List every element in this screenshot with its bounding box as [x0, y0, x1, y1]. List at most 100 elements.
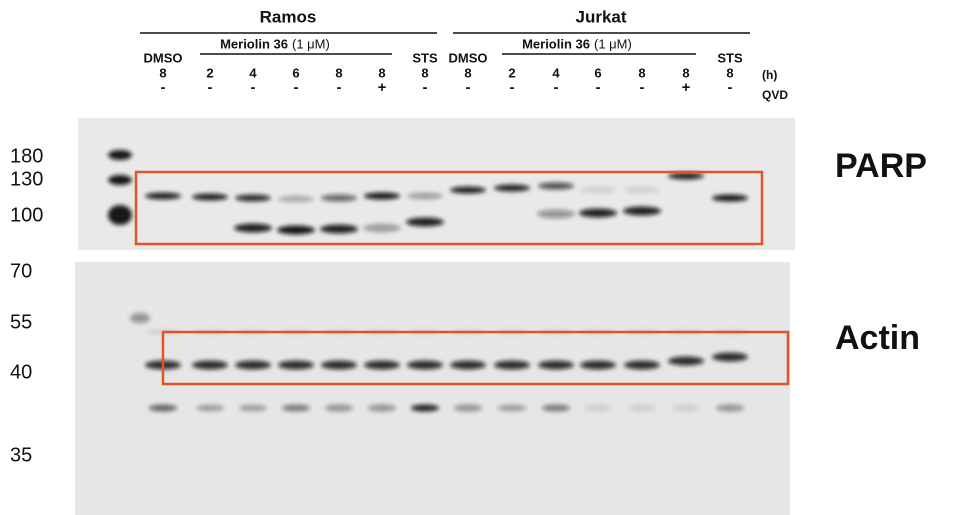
- qvd-sign: -: [466, 79, 471, 96]
- band: [580, 186, 616, 194]
- band: [364, 192, 400, 200]
- band: [407, 192, 443, 200]
- band: [450, 360, 486, 370]
- protein-label: Actin: [835, 319, 920, 357]
- band: [235, 360, 271, 370]
- dose-label: (1 μM): [594, 36, 632, 51]
- time-label: 2: [508, 65, 515, 80]
- band: [454, 404, 482, 412]
- band: [406, 217, 444, 227]
- marker-label: 55: [10, 311, 32, 333]
- blot-actin: [75, 262, 790, 515]
- highlight-box: [134, 170, 764, 246]
- band: [368, 404, 396, 412]
- group-label: Jurkat: [575, 7, 626, 26]
- band: [277, 225, 315, 235]
- band: [538, 360, 574, 370]
- drug-label: Meriolin 36: [220, 36, 288, 51]
- band: [542, 404, 570, 412]
- band: [145, 192, 181, 200]
- group-label: Ramos: [260, 7, 317, 26]
- highlight-box: [161, 330, 790, 386]
- band: [192, 360, 228, 370]
- qvd-sign: -: [728, 79, 733, 96]
- band: [108, 150, 132, 160]
- treatment-label: STS: [717, 50, 743, 65]
- band: [579, 208, 617, 218]
- time-label: 4: [552, 65, 560, 80]
- time-label: 8: [159, 65, 166, 80]
- qvd-sign: -: [640, 79, 645, 96]
- treatment-label: DMSO: [449, 50, 488, 65]
- marker-label: 130: [10, 168, 43, 190]
- band: [668, 356, 704, 366]
- time-label: 4: [249, 65, 257, 80]
- band: [325, 404, 353, 412]
- time-label: 8: [335, 65, 342, 80]
- band: [130, 313, 150, 323]
- qvd-sign: -: [423, 79, 428, 96]
- qvd-sign: -: [294, 79, 299, 96]
- band: [239, 404, 267, 412]
- band: [538, 182, 574, 190]
- treatment-label: STS: [412, 50, 438, 65]
- qvd-sign: -: [251, 79, 256, 96]
- band: [321, 194, 357, 202]
- band: [628, 404, 656, 412]
- band: [196, 404, 224, 412]
- bands: [108, 150, 748, 412]
- qvd-sign: +: [378, 79, 387, 96]
- time-label: 8: [378, 65, 385, 80]
- band: [623, 206, 661, 216]
- band: [494, 360, 530, 370]
- time-label: 6: [292, 65, 299, 80]
- time-label: 8: [726, 65, 733, 80]
- band: [282, 404, 310, 412]
- band: [624, 186, 660, 194]
- marker-label: 35: [10, 444, 32, 466]
- band: [278, 360, 314, 370]
- dose-label: (1 μM): [292, 36, 330, 51]
- band: [624, 360, 660, 370]
- marker-label: 70: [10, 260, 32, 282]
- time-unit: (h): [762, 68, 777, 82]
- time-label: 8: [682, 65, 689, 80]
- band: [278, 195, 314, 203]
- band: [320, 224, 358, 234]
- protein-label: PARP: [835, 147, 927, 185]
- band: [235, 194, 271, 202]
- band: [584, 404, 612, 412]
- band: [411, 404, 439, 412]
- marker-label: 40: [10, 361, 32, 383]
- band: [712, 194, 748, 202]
- qvd-sign: -: [337, 79, 342, 96]
- qvd-sign: -: [596, 79, 601, 96]
- band: [149, 404, 177, 412]
- qvd-sign: -: [161, 79, 166, 96]
- marker-label: 180: [10, 145, 43, 167]
- band: [672, 404, 700, 412]
- qvd-label: QVD: [762, 88, 788, 102]
- band: [407, 360, 443, 370]
- time-label: 8: [638, 65, 645, 80]
- treatment-label: DMSO: [144, 50, 183, 65]
- band: [114, 175, 126, 181]
- band: [716, 404, 744, 412]
- band: [234, 223, 272, 233]
- marker-label: 100: [10, 204, 43, 226]
- time-label: 8: [464, 65, 471, 80]
- time-label: 2: [206, 65, 213, 80]
- drug-label: Meriolin 36: [522, 36, 590, 51]
- time-label: 8: [421, 65, 428, 80]
- band: [537, 209, 575, 219]
- qvd-sign: -: [554, 79, 559, 96]
- band: [498, 404, 526, 412]
- band: [712, 352, 748, 362]
- band: [108, 205, 132, 225]
- band: [192, 193, 228, 201]
- qvd-sign: -: [510, 79, 515, 96]
- qvd-sign: +: [682, 79, 691, 96]
- qvd-sign: -: [208, 79, 213, 96]
